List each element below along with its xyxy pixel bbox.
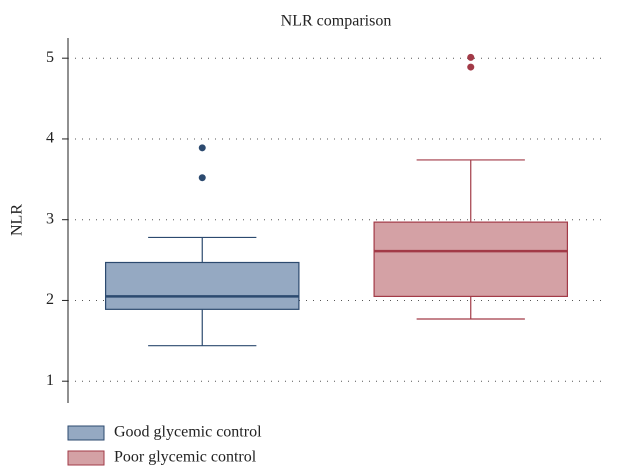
legend-label: Poor glycemic control — [114, 449, 257, 466]
y-tick-label: 1 — [46, 372, 54, 389]
y-tick-label: 4 — [46, 130, 54, 147]
box — [373, 221, 569, 298]
outlier — [467, 63, 475, 71]
y-tick-label: 5 — [46, 49, 54, 66]
legend-label: Good glycemic control — [114, 424, 262, 441]
y-tick-label: 3 — [46, 210, 54, 227]
chart-title: NLR comparison — [281, 13, 392, 30]
legend-swatch — [67, 425, 105, 441]
outlier — [467, 53, 475, 61]
outlier — [198, 174, 206, 182]
outlier — [198, 144, 206, 152]
box — [104, 261, 300, 310]
legend-swatch — [67, 450, 105, 466]
y-tick-label: 2 — [46, 291, 54, 308]
y-axis-label: NLR — [9, 204, 26, 236]
